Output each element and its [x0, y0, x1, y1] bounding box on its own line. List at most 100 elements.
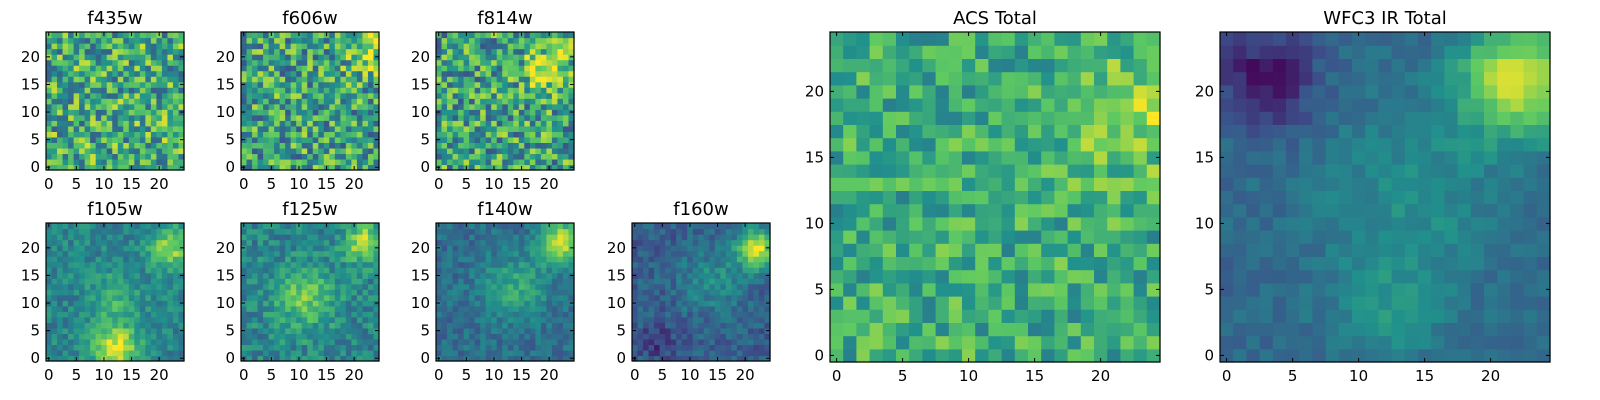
heatmap-cell — [469, 120, 476, 127]
heatmap-cell — [106, 43, 113, 50]
heatmap-cell — [676, 239, 683, 246]
heatmap-cell — [301, 283, 308, 290]
heatmap-cell — [246, 70, 253, 77]
heatmap-cell — [1041, 190, 1055, 205]
heatmap-cell — [507, 311, 514, 318]
heatmap-cell — [307, 65, 314, 72]
heatmap-cell — [948, 243, 963, 257]
heatmap-cell — [1028, 322, 1042, 337]
heatmap-cell — [988, 309, 1003, 323]
heatmap-cell — [856, 203, 871, 218]
heatmap-cell — [246, 43, 253, 50]
heatmap-cell — [101, 109, 108, 116]
heatmap-cell — [703, 294, 710, 301]
heatmap-cell — [307, 289, 314, 296]
heatmap-cell — [546, 98, 553, 105]
heatmap-cell — [670, 338, 677, 346]
heatmap-cell — [922, 348, 937, 363]
heatmap-cell — [90, 322, 97, 329]
heatmap-cell — [507, 333, 514, 340]
heatmap-cell — [150, 142, 157, 149]
heatmap-cell — [345, 349, 352, 357]
heatmap-cell — [441, 59, 448, 66]
heatmap-cell — [447, 278, 454, 285]
heatmap-cell — [356, 43, 364, 50]
heatmap-cell — [502, 283, 509, 290]
heatmap-cell — [356, 250, 364, 257]
heatmap-cell — [988, 322, 1003, 337]
heatmap-cell — [988, 282, 1003, 297]
heatmap-cell — [513, 120, 520, 127]
heatmap-cell — [1028, 203, 1042, 218]
heatmap-cell — [362, 98, 369, 105]
heatmap-cell — [474, 283, 481, 290]
heatmap-cell — [139, 98, 146, 105]
heatmap-cell — [447, 327, 454, 334]
heatmap-cell — [496, 256, 503, 263]
heatmap-cell — [458, 289, 465, 296]
heatmap-cell — [758, 223, 766, 230]
heatmap-cell — [1120, 309, 1135, 323]
heatmap-cell — [441, 245, 448, 252]
heatmap-cell — [279, 153, 286, 160]
heatmap-cell — [84, 131, 91, 138]
heatmap-cell — [747, 239, 755, 246]
heatmap-cell — [540, 54, 547, 61]
heatmap-cell — [1120, 243, 1135, 257]
heatmap-cell — [263, 59, 270, 66]
heatmap-cell — [323, 142, 330, 149]
heatmap-cell — [458, 76, 465, 83]
heatmap-cell — [156, 294, 163, 301]
heatmap-cell — [90, 147, 97, 155]
heatmap-cell — [68, 136, 75, 143]
heatmap-cell — [1001, 269, 1016, 284]
heatmap-cell — [659, 349, 666, 357]
heatmap-cell — [518, 48, 525, 55]
heatmap-cell — [139, 338, 146, 346]
heatmap-cell — [318, 136, 325, 143]
heatmap-cell — [312, 311, 319, 318]
heatmap-cell — [128, 250, 135, 257]
heatmap-cell — [84, 109, 91, 116]
heatmap-cell — [507, 114, 514, 121]
heatmap-cell — [101, 322, 108, 329]
heatmap-cell — [351, 109, 358, 116]
heatmap-cell — [703, 234, 710, 241]
heatmap-cell — [436, 37, 443, 44]
heatmap-cell — [172, 109, 180, 116]
heatmap-cell — [307, 239, 314, 246]
heatmap-cell — [1028, 296, 1042, 310]
heatmap-cell — [458, 316, 465, 323]
heatmap-cell — [637, 228, 644, 235]
heatmap-cell — [681, 239, 688, 246]
heatmap-cell — [742, 333, 749, 340]
heatmap-cell — [51, 250, 58, 257]
heatmap-cell — [731, 355, 738, 362]
heatmap-cell — [362, 322, 369, 329]
heatmap-cell — [84, 294, 91, 301]
heatmap-cell — [362, 327, 369, 334]
heatmap-cell — [551, 355, 559, 362]
heatmap-cell — [301, 349, 308, 357]
heatmap-cell — [698, 349, 705, 357]
heatmap-cell — [356, 125, 364, 132]
heatmap-cell — [513, 114, 520, 121]
heatmap-cell — [167, 289, 174, 296]
heatmap-cell — [975, 256, 989, 271]
heatmap-cell — [252, 349, 259, 357]
heatmap-cell — [452, 278, 459, 285]
heatmap-cell — [687, 250, 694, 257]
heatmap-cell — [562, 228, 570, 235]
heatmap-cell — [323, 289, 330, 296]
heatmap-cell — [632, 311, 639, 318]
heatmap-cell — [90, 43, 97, 50]
heatmap-cell — [441, 239, 448, 246]
heatmap-cells — [46, 32, 185, 171]
heatmap-cell — [692, 272, 699, 279]
heatmap-cell — [312, 322, 319, 329]
heatmap-cell — [312, 305, 319, 312]
heatmap-cell — [340, 158, 347, 166]
heatmap-cell — [51, 153, 58, 160]
heatmap-cell — [106, 223, 113, 230]
heatmap-cell — [51, 131, 58, 138]
